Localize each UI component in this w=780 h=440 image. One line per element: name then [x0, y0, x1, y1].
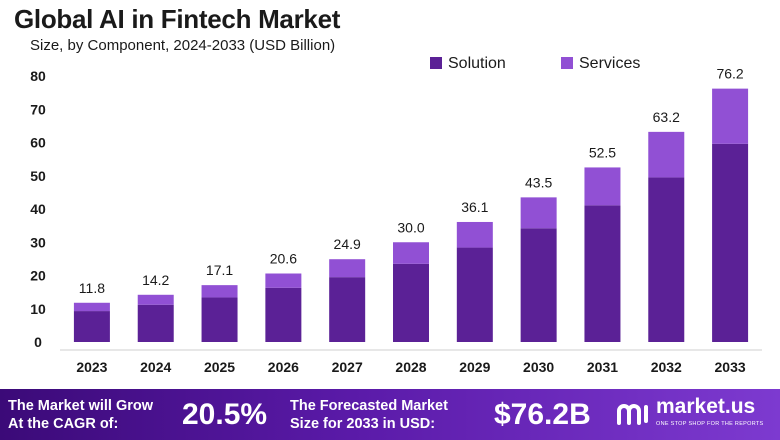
- bar-solution-2033: [712, 143, 749, 342]
- total-label-2024: 14.2: [142, 272, 169, 288]
- total-label-2029: 36.1: [461, 199, 488, 215]
- bar-solution-2023: [73, 311, 110, 342]
- bar-services-2032: [648, 131, 685, 178]
- forecast-value: $76.2B: [494, 398, 591, 431]
- bar-services-2023: [73, 302, 110, 312]
- total-label-2033: 76.2: [716, 66, 743, 82]
- total-label-2030: 43.5: [525, 174, 552, 190]
- x-tick-label: 2029: [459, 359, 490, 375]
- bar-solution-2026: [265, 287, 302, 342]
- bar-solution-2027: [329, 277, 366, 342]
- cagr-caption-line1: The Market will Grow: [8, 398, 154, 414]
- bar-services-2027: [329, 259, 366, 278]
- stacked-bar-chart: 0102030405060708011.8202314.2202417.1202…: [30, 55, 762, 375]
- x-tick-label: 2026: [268, 359, 299, 375]
- bar-services-2029: [456, 221, 493, 248]
- bar-services-2024: [137, 294, 174, 305]
- cagr-caption: The Market will Grow At the CAGR of:: [8, 397, 153, 433]
- forecast-caption: The Forecasted Market Size for 2033 in U…: [290, 397, 448, 433]
- x-tick-label: 2025: [204, 359, 235, 375]
- bar-services-2030: [520, 197, 557, 229]
- bar-services-2026: [265, 273, 302, 288]
- x-tick-label: 2023: [76, 359, 107, 375]
- total-label-2032: 63.2: [653, 109, 680, 125]
- bar-services-2025: [201, 285, 238, 298]
- x-tick-label: 2030: [523, 359, 554, 375]
- bar-solution-2028: [393, 263, 429, 342]
- total-label-2025: 17.1: [206, 262, 233, 278]
- y-tick-label: 30: [30, 234, 46, 250]
- x-tick-label: 2032: [651, 359, 682, 375]
- x-tick-label: 2028: [395, 359, 426, 375]
- legend-label-solution: Solution: [448, 55, 506, 72]
- total-label-2028: 30.0: [397, 219, 424, 235]
- logo-tagline: ONE STOP SHOP FOR THE REPORTS: [656, 421, 764, 427]
- legend-swatch-solution: [430, 57, 442, 69]
- forecast-caption-line2: Size for 2033 in USD:: [290, 416, 436, 432]
- y-tick-label: 10: [30, 301, 46, 317]
- total-label-2026: 20.6: [270, 251, 297, 267]
- total-label-2023: 11.8: [79, 280, 105, 296]
- bar-services-2028: [393, 242, 429, 264]
- market-us-logo-icon: [617, 404, 648, 425]
- x-tick-label: 2031: [587, 359, 618, 375]
- chart-subtitle: Size, by Component, 2024-2033 (USD Billi…: [30, 37, 336, 54]
- y-tick-label: 80: [30, 68, 46, 84]
- total-label-2031: 52.5: [589, 144, 616, 160]
- bar-solution-2030: [520, 228, 557, 342]
- bar-services-2031: [584, 167, 621, 206]
- bar-solution-2029: [456, 247, 493, 342]
- bar-solution-2025: [201, 297, 238, 342]
- x-tick-label: 2024: [140, 359, 171, 375]
- chart-title: Global AI in Fintech Market: [14, 4, 341, 34]
- bar-solution-2031: [584, 205, 621, 342]
- bar-solution-2024: [137, 304, 174, 342]
- bar-services-2033: [712, 88, 749, 144]
- legend-label-services: Services: [579, 55, 640, 72]
- x-tick-label: 2033: [715, 359, 746, 375]
- bar-solution-2032: [648, 177, 685, 342]
- y-tick-label: 40: [30, 201, 46, 217]
- y-tick-label: 70: [30, 101, 46, 117]
- total-label-2027: 24.9: [334, 236, 361, 252]
- cagr-caption-line2: At the CAGR of:: [8, 416, 119, 432]
- legend-swatch-services: [561, 57, 573, 69]
- y-tick-label: 0: [34, 334, 42, 350]
- x-tick-label: 2027: [332, 359, 363, 375]
- cagr-value: 20.5%: [182, 398, 268, 431]
- summary-banner: The Market will Grow At the CAGR of: 20.…: [0, 389, 780, 440]
- logo-text: market.us: [656, 395, 756, 418]
- y-tick-label: 50: [30, 168, 46, 184]
- y-tick-label: 60: [30, 135, 46, 151]
- y-tick-label: 20: [30, 268, 46, 284]
- forecast-caption-line1: The Forecasted Market: [290, 398, 448, 414]
